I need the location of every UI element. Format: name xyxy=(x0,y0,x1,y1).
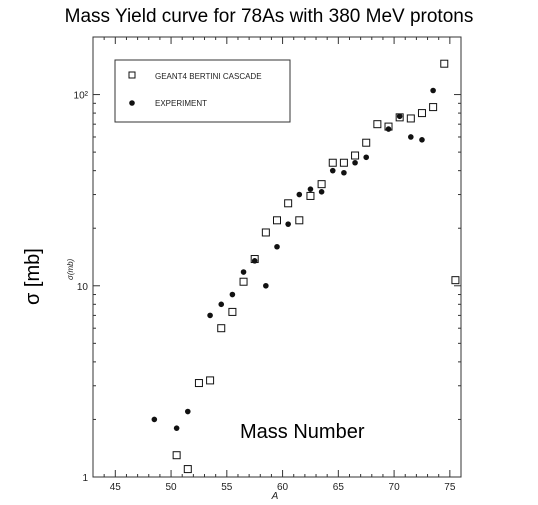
data-point-geant4 xyxy=(261,228,270,237)
data-point-geant4 xyxy=(183,465,192,474)
data-point-geant4 xyxy=(328,158,337,167)
y-tick-label: 10 xyxy=(77,282,89,293)
data-point-geant4 xyxy=(172,451,181,460)
data-point-geant4 xyxy=(429,103,438,112)
y-tick-label: 1 xyxy=(82,473,88,484)
data-point-geant4 xyxy=(317,180,326,189)
data-point-experiment xyxy=(419,136,425,143)
x-tick-label: 55 xyxy=(221,482,233,493)
data-point-experiment xyxy=(207,312,213,319)
data-point-experiment xyxy=(329,167,336,174)
data-point-experiment xyxy=(151,416,158,423)
x-tick-label: 50 xyxy=(165,482,177,493)
data-point-geant4 xyxy=(406,114,415,123)
data-point-experiment xyxy=(396,113,403,120)
data-point-geant4 xyxy=(284,199,293,208)
data-point-geant4 xyxy=(417,109,426,118)
x-tick-label: 70 xyxy=(389,482,401,493)
data-point-experiment xyxy=(251,258,258,264)
data-point-geant4 xyxy=(339,158,348,167)
x-tick-label: 45 xyxy=(110,482,122,493)
axis-ticks: 45 50 55 60 65 70 75 1 10 10² xyxy=(74,36,462,493)
data-point-experiment xyxy=(341,169,347,176)
y-tick-label: 10² xyxy=(74,91,89,102)
legend-square-marker xyxy=(128,71,136,79)
data-point-experiment xyxy=(363,154,370,161)
data-point-experiment xyxy=(173,425,180,431)
data-point-experiment xyxy=(218,301,225,308)
data-point-geant4 xyxy=(295,216,304,225)
data-point-geant4 xyxy=(217,324,226,333)
data-point-experiment xyxy=(296,191,303,198)
data-point-geant4 xyxy=(206,376,215,385)
data-point-geant4 xyxy=(228,307,237,316)
data-point-experiment xyxy=(307,186,314,192)
data-marks xyxy=(151,59,460,474)
data-point-geant4 xyxy=(306,191,315,200)
x-tick-label: 65 xyxy=(333,482,345,493)
x-tick-label: 60 xyxy=(277,482,289,493)
legend-circle-marker xyxy=(129,100,135,106)
data-point-geant4 xyxy=(440,59,449,68)
legend-label-geant4: GEANT4 BERTINI CASCADE xyxy=(155,72,262,81)
plot-frame xyxy=(92,36,462,478)
data-point-geant4 xyxy=(273,216,281,225)
data-point-geant4 xyxy=(351,151,360,160)
data-point-experiment xyxy=(229,291,236,298)
data-point-experiment xyxy=(285,221,291,227)
mass-number-label: Mass Number xyxy=(240,421,365,443)
data-point-experiment xyxy=(263,282,269,289)
data-point-experiment xyxy=(318,189,325,195)
data-point-geant4 xyxy=(239,277,248,286)
data-point-geant4 xyxy=(451,276,460,285)
data-point-geant4 xyxy=(362,138,371,147)
data-point-experiment xyxy=(240,269,247,275)
y-axis-label-inner: σ(mb) xyxy=(66,258,75,280)
legend-box xyxy=(114,59,291,123)
page-title: Mass Yield curve for 78As with 380 MeV p… xyxy=(64,6,474,27)
data-point-geant4 xyxy=(194,379,203,388)
data-point-experiment xyxy=(274,243,280,250)
x-tick-label: 75 xyxy=(444,482,456,493)
data-point-geant4 xyxy=(373,120,382,129)
x-axis-label: A xyxy=(271,491,279,502)
data-point-experiment xyxy=(408,134,414,140)
data-point-experiment xyxy=(352,159,358,166)
data-point-experiment xyxy=(184,408,191,415)
legend-label-experiment: EXPERIMENT xyxy=(155,99,207,108)
data-point-experiment xyxy=(430,87,436,94)
data-point-experiment xyxy=(385,126,392,132)
legend: GEANT4 BERTINI CASCADE EXPERIMENT xyxy=(114,59,291,123)
